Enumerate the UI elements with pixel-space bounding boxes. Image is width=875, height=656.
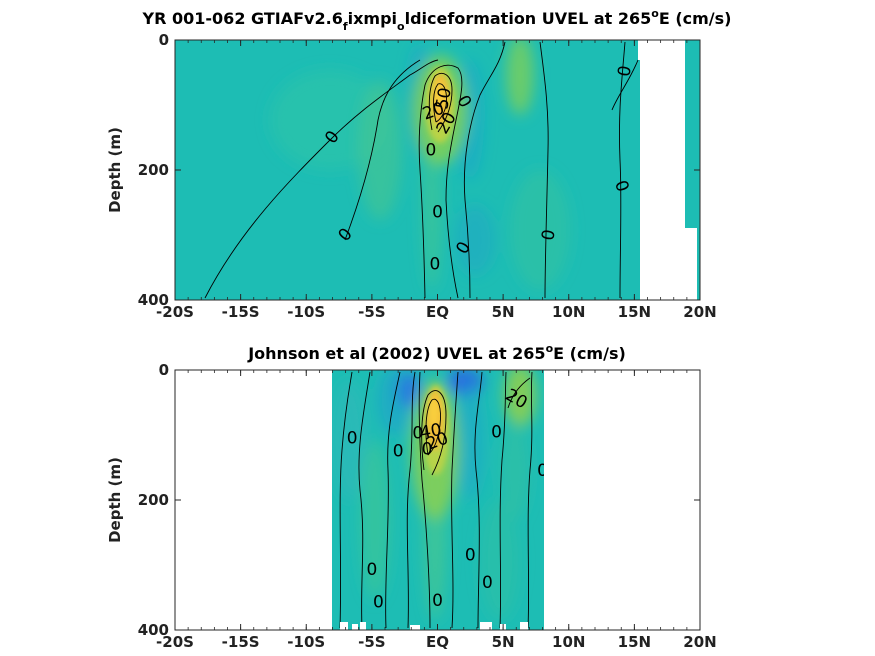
x-tick-label: -15S — [222, 633, 260, 651]
x-tick-label: EQ — [426, 633, 449, 651]
x-tick-label: -5S — [358, 303, 385, 321]
contour-label: 0 — [482, 573, 493, 593]
model-panel: YR 001-062 GTIAFv2.6fixmpioldiceformatio… — [106, 7, 731, 321]
contour-label: 0 — [422, 439, 433, 459]
model-y-axis-label: Depth (m) — [106, 127, 124, 213]
johnson-y-axis-label: Depth (m) — [106, 457, 124, 543]
x-tick-label: -5S — [358, 633, 385, 651]
x-tick-label: 15N — [618, 633, 651, 651]
contour-label: 0 — [432, 202, 443, 222]
x-tick-label: -15S — [222, 303, 260, 321]
contour-label: 0 — [373, 593, 384, 613]
x-tick-label: -10S — [287, 303, 325, 321]
x-tick-label: EQ — [426, 303, 449, 321]
model-contour-lines — [204, 41, 639, 299]
x-tick-label: 10N — [552, 633, 585, 651]
contour-label: 0 — [366, 560, 377, 580]
x-tick-label: 5N — [492, 303, 515, 321]
contour-label: 0 — [491, 422, 502, 442]
contour-label: 0 — [538, 228, 560, 242]
contour-label: 0 — [412, 424, 423, 444]
model-y-ticks: 0 200 400 — [138, 31, 700, 309]
y-tick-label: 400 — [138, 621, 169, 639]
contour-label: 0 — [614, 64, 636, 78]
x-tick-label: 20N — [683, 633, 716, 651]
johnson-panel: Johnson et al (2002) UVEL at 265oE (cm/s… — [106, 342, 717, 651]
y-tick-label: 200 — [138, 161, 169, 179]
x-tick-label: 15N — [618, 303, 651, 321]
johnson-contour-lines — [339, 371, 533, 629]
y-tick-label: 0 — [159, 361, 169, 379]
y-tick-label: 200 — [138, 491, 169, 509]
contour-label: 40 — [419, 420, 444, 443]
model-x-ticks: -20S -15S -10S -5S EQ 5N 10N 15N 20N — [156, 40, 717, 321]
contour-label: 0 — [537, 461, 548, 481]
x-tick-label: 20N — [683, 303, 716, 321]
contour-label: 0 — [347, 428, 358, 448]
johnson-x-ticks: -20S -15S -10S -5S EQ 5N 10N 15N 20N — [156, 370, 717, 651]
contour-label: 50 — [432, 86, 455, 111]
contour-label: 0 — [393, 441, 404, 461]
x-tick-label: -20S — [156, 303, 194, 321]
contour-label: 0 — [426, 141, 437, 161]
johnson-panel-title: Johnson et al (2002) UVEL at 265oE (cm/s… — [247, 342, 626, 363]
x-tick-label: -10S — [287, 633, 325, 651]
model-panel-title: YR 001-062 GTIAFv2.6fixmpioldiceformatio… — [142, 7, 732, 33]
y-tick-label: 400 — [138, 291, 169, 309]
y-tick-label: 0 — [159, 31, 169, 49]
x-tick-label: -20S — [156, 633, 194, 651]
contour-label: 0 — [465, 545, 476, 565]
contour-label: 0 — [429, 254, 440, 274]
x-tick-label: 10N — [552, 303, 585, 321]
contour-label: 0 — [432, 591, 443, 611]
x-tick-label: 5N — [492, 633, 515, 651]
